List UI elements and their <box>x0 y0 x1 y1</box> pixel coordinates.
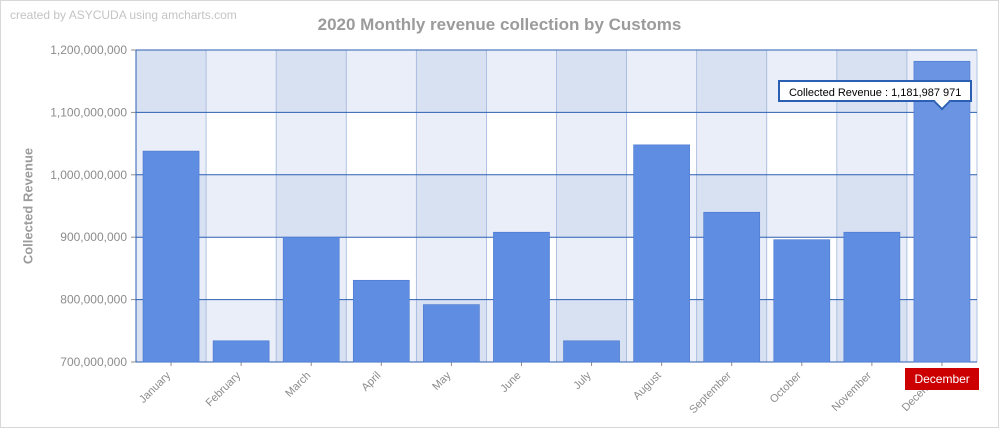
plot-band <box>416 237 487 300</box>
plot-band <box>486 112 557 175</box>
bar-october[interactable] <box>773 239 831 363</box>
plot-band <box>206 112 277 175</box>
x-tick-label: May <box>430 369 454 393</box>
plot-band <box>556 112 627 175</box>
x-tick-label: November <box>830 369 875 414</box>
y-tick-label: 700,000,000 <box>60 355 127 369</box>
x-tick-label: September <box>687 369 734 416</box>
plot-band <box>346 174 417 238</box>
x-tick-label: June <box>498 370 523 395</box>
plot-band <box>416 50 487 113</box>
x-tick-label: March <box>283 370 313 400</box>
x-tick-label: April <box>359 370 383 394</box>
plot-band <box>346 50 417 113</box>
plot-band <box>556 174 627 238</box>
plot-band <box>486 174 557 238</box>
x-tick-label: July <box>571 369 594 392</box>
bar-february[interactable] <box>212 340 270 363</box>
plot-band <box>416 112 487 175</box>
y-tick-label: 900,000,000 <box>60 230 127 244</box>
y-tick-label: 1,100,000,000 <box>50 105 127 119</box>
plot-band <box>556 237 627 300</box>
bar-january[interactable] <box>142 150 200 363</box>
plot-band <box>696 112 767 175</box>
plot-band <box>276 112 347 175</box>
bar-september[interactable] <box>703 211 761 363</box>
x-tick-label: August <box>631 370 664 403</box>
plot-band <box>836 174 907 238</box>
plot-band <box>416 174 487 238</box>
plot-band <box>206 174 277 238</box>
plot-band <box>766 174 837 238</box>
bar-april[interactable] <box>352 279 410 363</box>
x-tick-label: January <box>137 369 174 406</box>
y-tick-label: 1,000,000,000 <box>50 168 127 182</box>
x-tick-label: February <box>204 369 244 409</box>
bar-june[interactable] <box>493 231 550 363</box>
plot-band <box>276 174 347 238</box>
plot-band <box>836 112 907 175</box>
bar-august[interactable] <box>633 144 690 363</box>
chart-title: 2020 Monthly revenue collection by Custo… <box>317 15 682 34</box>
plot-band <box>626 50 697 113</box>
bar-may[interactable] <box>423 304 480 363</box>
x-tick-label: October <box>768 369 804 405</box>
y-tick-label: 1,200,000,000 <box>50 43 127 57</box>
bar-march[interactable] <box>282 236 340 363</box>
value-tooltip: Collected Revenue : 1,181,987,971 <box>777 80 973 102</box>
bar-july[interactable] <box>563 340 620 363</box>
plot-band <box>556 50 627 113</box>
plot-band <box>486 50 557 113</box>
bar-december[interactable] <box>913 60 971 363</box>
plot-band <box>206 237 277 300</box>
plot-band <box>346 112 417 175</box>
plot-band <box>136 50 207 113</box>
plot-band <box>766 112 837 175</box>
bar-november[interactable] <box>843 231 901 363</box>
plot-band <box>206 50 277 113</box>
plot-band <box>696 50 767 113</box>
cursor-category-label: December <box>905 368 979 390</box>
y-tick-label: 800,000,000 <box>60 293 127 307</box>
chart-credit[interactable]: created by ASYCUDA using amcharts.com <box>10 8 237 22</box>
plot-band <box>276 50 347 113</box>
